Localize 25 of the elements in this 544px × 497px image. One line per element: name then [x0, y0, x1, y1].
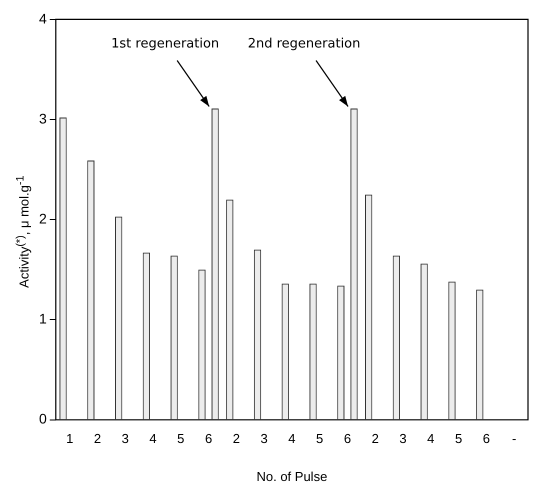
x-tick-label: 1: [66, 431, 74, 446]
x-tick-label: 6: [482, 431, 490, 446]
y-tick-label: 2: [38, 210, 47, 226]
x-tick-label: 3: [260, 431, 268, 446]
annotation: 1st regeneration: [111, 36, 220, 52]
y-tick-label: 4: [38, 10, 47, 26]
x-tick-label: 5: [454, 431, 462, 446]
x-tick-label: 5: [316, 431, 324, 446]
x-tick-label: 3: [122, 431, 129, 446]
y-tick-label: 1: [38, 310, 47, 327]
x-tick-label: 4: [149, 431, 157, 446]
x-tick-label: 6: [344, 431, 352, 446]
y-tick-label: 3: [38, 110, 47, 126]
x-tick-label: 2: [372, 431, 379, 446]
x-tick-label: 4: [288, 431, 296, 446]
x-tick-label: 5: [177, 431, 184, 446]
x-tick-label: 6: [204, 431, 212, 446]
x-tick-label: 4: [427, 431, 434, 446]
y-tick-label: 0: [38, 410, 47, 427]
x-tick-label: 3: [399, 431, 407, 446]
x-tick-label: 2: [94, 431, 102, 446]
annotation: 2nd regeneration: [248, 36, 360, 52]
x-axis-title: No. of Pulse: [256, 468, 328, 484]
x-tick-label: -: [512, 431, 516, 446]
x-tick-label: 2: [232, 431, 240, 446]
